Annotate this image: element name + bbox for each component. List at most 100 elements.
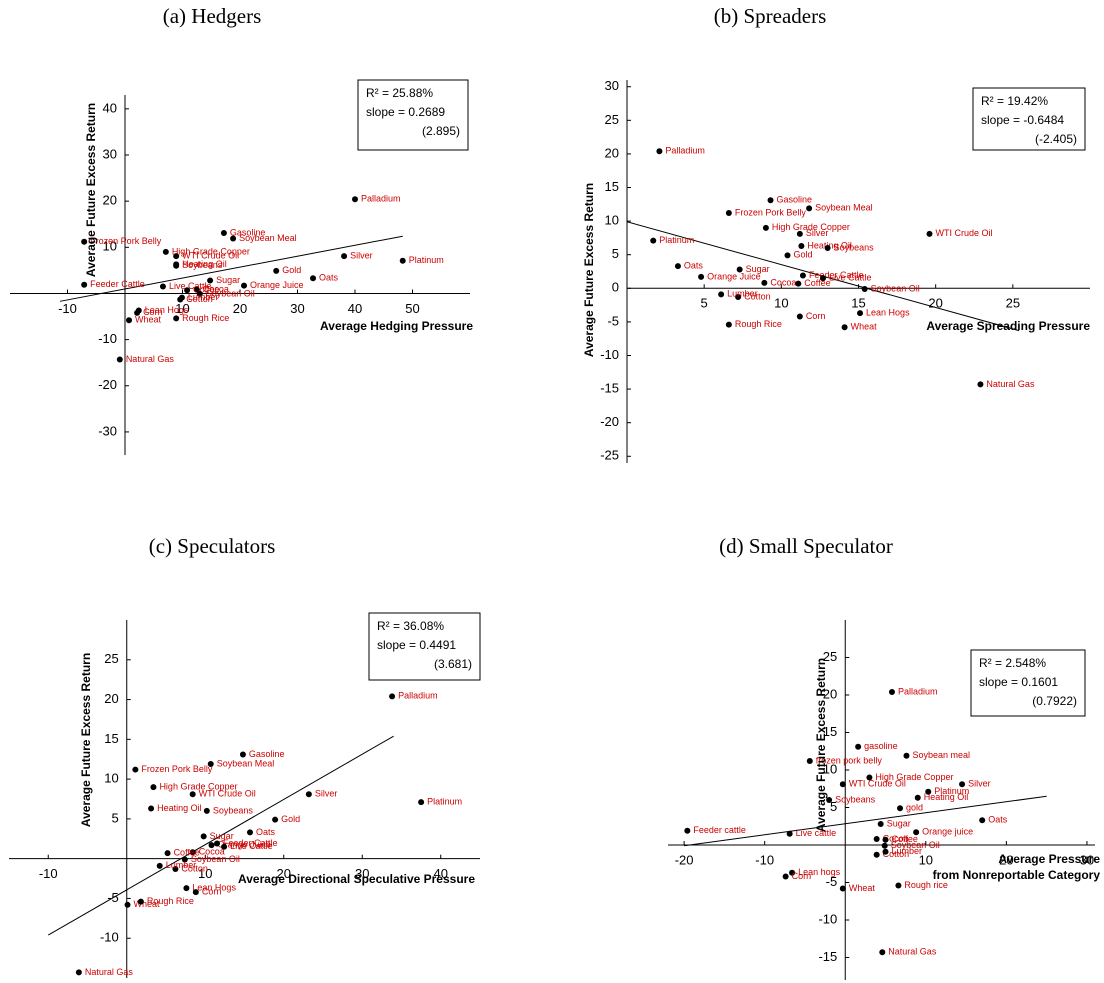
point-label: Silver — [968, 779, 991, 789]
point-label: Palladium — [361, 194, 401, 204]
stats-text: R² = 2.548% — [979, 656, 1046, 670]
point-label: Soybean Meal — [217, 758, 275, 768]
point-label: High Grade Copper — [772, 222, 850, 232]
point-label: Live cattle — [796, 828, 837, 838]
point-label: Soybean Oil — [206, 288, 255, 298]
data-point — [895, 882, 902, 889]
point-label: Rough Rice — [735, 319, 782, 329]
y-tick-label: 20 — [103, 193, 117, 208]
data-point — [897, 805, 904, 812]
data-point — [207, 277, 214, 284]
point-label: Cocoa — [203, 284, 229, 294]
point-label: Silver — [315, 789, 338, 799]
y-tick-label: 15 — [605, 179, 619, 194]
point-label: High Grade Copper — [875, 772, 953, 782]
data-point — [881, 842, 888, 849]
x-tick-label: 10 — [198, 866, 212, 881]
data-point — [882, 848, 889, 855]
y-tick-label: 15 — [823, 724, 837, 739]
y-tick-label: 10 — [605, 213, 619, 228]
data-point — [305, 791, 312, 798]
data-point — [134, 309, 141, 316]
point-label: Soybean Oil — [871, 283, 920, 293]
data-point — [164, 850, 171, 857]
data-point — [126, 317, 133, 324]
stats-text: R² = 19.42% — [981, 94, 1048, 108]
fit-line — [59, 235, 403, 302]
y-tick-label: 25 — [104, 651, 118, 666]
data-point — [841, 324, 848, 331]
data-point — [389, 693, 396, 700]
y-tick-label: 10 — [103, 239, 117, 254]
y-tick-label: -25 — [600, 448, 619, 463]
point-label: High Grade Copper — [172, 246, 250, 256]
point-label: Orange Juice — [218, 840, 272, 850]
point-label: Frozen Pork Belly — [735, 207, 807, 217]
y-axis-label: Average Future Excess Return — [84, 103, 98, 277]
y-axis-label: Average Future Excess Return — [814, 658, 828, 832]
y-tick-label: -10 — [600, 347, 619, 362]
stats-text: (-2.405) — [1035, 132, 1077, 146]
x-tick-label: 30 — [1080, 852, 1094, 867]
data-point — [173, 262, 180, 269]
point-label: Corn — [143, 307, 163, 317]
point-label: Gold — [794, 250, 813, 260]
y-tick-label: -20 — [98, 377, 117, 392]
point-label: WTI Crude Oil — [849, 779, 906, 789]
y-tick-label: -20 — [600, 414, 619, 429]
data-point — [273, 267, 280, 274]
data-point — [839, 781, 846, 788]
point-label: Gasoline — [249, 749, 285, 759]
y-tick-label: -15 — [818, 949, 837, 964]
x-tick-label: 20 — [233, 301, 247, 316]
y-tick-label: 5 — [112, 810, 119, 825]
data-point — [192, 889, 199, 896]
point-label: Soybean Oil — [191, 854, 240, 864]
point-label: Feeder Cattle — [223, 838, 278, 848]
data-point — [799, 272, 806, 279]
data-point — [183, 885, 190, 892]
data-point — [203, 807, 210, 814]
point-label: Silver — [350, 250, 373, 260]
point-label: Oats — [319, 273, 339, 283]
data-point — [310, 275, 317, 282]
x-tick-label: -10 — [39, 866, 58, 881]
data-point — [173, 253, 180, 260]
data-point — [116, 356, 123, 363]
data-point — [806, 205, 813, 212]
data-point — [761, 279, 768, 286]
data-point — [873, 836, 880, 842]
data-point — [762, 224, 769, 231]
data-point — [725, 321, 732, 328]
point-label: Platinum — [659, 235, 694, 245]
data-point — [914, 794, 921, 801]
y-tick-label: 25 — [823, 649, 837, 664]
stats-text: slope = 0.4491 — [377, 638, 456, 652]
stats-text: (0.7922) — [1032, 694, 1077, 708]
data-point — [925, 788, 932, 795]
stats-box — [972, 87, 1086, 151]
data-point — [796, 313, 803, 320]
point-label: Cocoa — [883, 833, 909, 843]
y-axis-label: Average Future Excess Return — [79, 653, 93, 827]
point-label: Orange Juice — [707, 271, 761, 281]
data-point — [903, 752, 910, 759]
point-label: Wheat — [134, 899, 161, 909]
data-point — [162, 248, 169, 255]
data-point — [824, 244, 831, 251]
x-tick-label: -20 — [675, 852, 694, 867]
y-tick-label: -30 — [98, 423, 117, 438]
stats-box — [970, 649, 1086, 717]
data-point — [684, 827, 691, 834]
x-tick-label: -10 — [58, 301, 77, 316]
point-label: Feeder Cattle — [809, 270, 864, 280]
data-point — [879, 949, 886, 956]
data-point — [137, 898, 144, 905]
point-label: Natural Gas — [85, 967, 134, 977]
point-label: Cocoa — [199, 847, 225, 857]
data-point — [418, 799, 425, 806]
point-label: Lumber — [188, 292, 219, 302]
stats-text: (2.895) — [422, 124, 460, 138]
data-point — [208, 842, 215, 849]
